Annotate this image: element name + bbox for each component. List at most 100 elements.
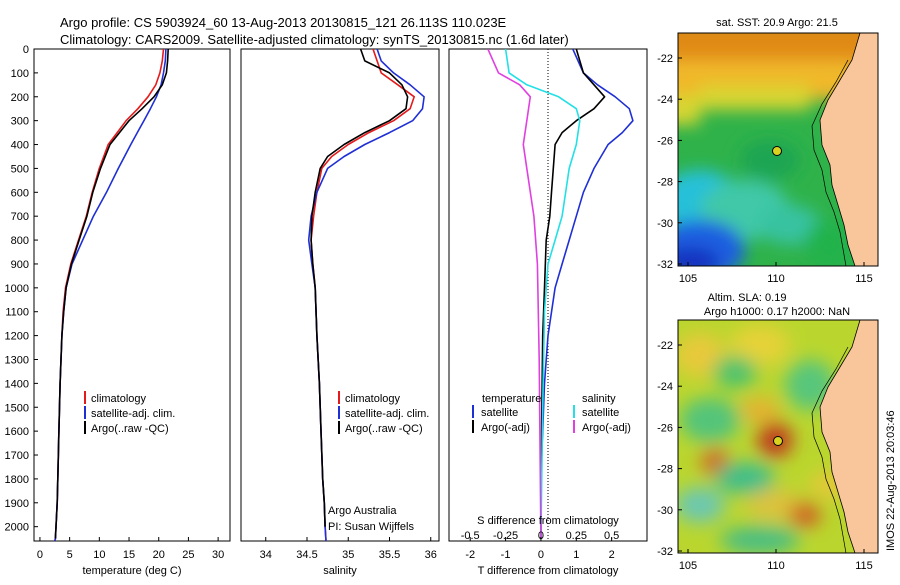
- sst-lat-ticks: -22 -24 -26 -28 -30 -32: [657, 53, 682, 271]
- depth-tick-label: 1000: [5, 283, 29, 295]
- legend-label-temp-satellite: satellite: [481, 407, 518, 419]
- lat-tick-label: -22: [657, 53, 673, 65]
- difference-panel: -2 -1 0 1 2 -0.5 -0.25 0 0.25 0.5 S difference fr…: [448, 48, 648, 577]
- s-tick-label: 0.5: [604, 530, 619, 542]
- legend-label-climatology: climatology: [345, 393, 401, 405]
- depth-tick-label: 400: [11, 140, 29, 152]
- temperature-series: [54, 49, 169, 541]
- lon-tick-label: 110: [767, 273, 785, 285]
- depth-tick-label: 1100: [5, 307, 29, 319]
- depth-tick-label: 1200: [5, 331, 29, 343]
- legend-label-satellite: satellite-adj. clim.: [345, 408, 429, 420]
- australia-coastline: [819, 320, 878, 553]
- sst-field: [678, 33, 878, 266]
- sla-lon-ticks: 105 110 115: [679, 549, 873, 572]
- lat-tick-label: -24: [657, 381, 673, 393]
- sla-map-frame: [677, 319, 879, 554]
- isobath-line: [811, 59, 849, 266]
- x-tick-label: 20: [153, 549, 165, 561]
- depth-tick-label: 1600: [5, 426, 29, 438]
- depth-tick-labels: 0 100 200 300 400 500 600 700 800 900 1000 1100 1200…: [5, 44, 38, 534]
- depth-tick-label: 1400: [5, 378, 29, 390]
- salinity-xlabel: salinity: [323, 565, 357, 577]
- lon-tick-label: 115: [855, 273, 873, 285]
- temperature-plot-frame: [33, 48, 231, 542]
- isobath-line: [811, 346, 849, 553]
- depth-tick-label: 200: [11, 92, 29, 104]
- legend-label-sal-satellite: satellite: [582, 407, 619, 419]
- temperature-tick-labels: 0 5 10 15 20 25 30: [37, 537, 224, 561]
- x-tick-label: -1: [501, 549, 511, 561]
- sla-map-title-2: Argo h1000: 0.17 h2000: NaN: [704, 306, 850, 318]
- legend-title-salinity: salinity: [582, 393, 616, 405]
- x-tick-label: 25: [182, 549, 194, 561]
- depth-tick-label: 800: [11, 235, 29, 247]
- sst-map-frame: [677, 32, 879, 267]
- depth-tick-label: 1900: [5, 498, 29, 510]
- temperature-legend: climatology satellite-adj. clim. Argo(..…: [84, 391, 175, 435]
- lat-tick-label: -30: [657, 505, 673, 517]
- sst-map-title: sat. SST: 20.9 Argo: 21.5: [716, 17, 838, 29]
- salinity-legend: climatology satellite-adj. clim. Argo(..…: [338, 391, 429, 435]
- legend-label-climatology: climatology: [91, 393, 147, 405]
- lat-tick-label: -26: [657, 422, 673, 434]
- series-line-argo-raw-qc-: [54, 49, 169, 539]
- argo-float-marker: [773, 436, 783, 446]
- s-tick-label: -0.25: [493, 530, 518, 542]
- imos-watermark: IMOS 22-Aug-2013 20:03:46: [885, 410, 897, 551]
- annotation-argo-australia: Argo Australia: [328, 505, 397, 517]
- lat-tick-label: -28: [657, 177, 673, 189]
- temperature-panel: 0100200300400500600700800900100011001200…: [5, 44, 231, 577]
- x-tick-label: 1: [573, 549, 579, 561]
- x-tick-label: -2: [465, 549, 475, 561]
- x-tick-label: 5: [67, 549, 73, 561]
- annotation-pi: PI: Susan Wijffels: [328, 521, 414, 533]
- legend-label-argo: Argo(..raw -QC): [345, 423, 423, 435]
- salinity-series: [307, 49, 425, 541]
- s-tick-label: -0.5: [461, 530, 480, 542]
- t-difference-xlabel: T difference from climatology: [478, 565, 619, 577]
- series-line-salinity-argo-adj-: [487, 49, 542, 539]
- lat-tick-label: -32: [657, 259, 673, 271]
- lat-tick-label: -22: [657, 340, 673, 352]
- x-tick-label: 0: [37, 549, 43, 561]
- sla-map: Altim. SLA: 0.19 Argo h1000: 0.17 h2000:…: [657, 292, 897, 572]
- legend-title-temperature: temperature: [482, 393, 541, 405]
- depth-tick-label: 0: [23, 44, 29, 56]
- x-tick-label: 35.5: [379, 549, 400, 561]
- depth-tick-label: 900: [11, 259, 29, 271]
- legend-label-satellite: satellite-adj. clim.: [91, 408, 175, 420]
- x-tick-label: 35: [342, 549, 354, 561]
- salinity-panel: 34 34.5 35 35.5 36 salinity climatology sate…: [240, 48, 440, 577]
- depth-tick-label: 500: [11, 163, 29, 175]
- lat-tick-label: -24: [657, 94, 673, 106]
- difference-series: [487, 49, 634, 539]
- depth-tick-label: 1300: [5, 354, 29, 366]
- legend-label-sal-argo: Argo(-adj): [582, 422, 631, 434]
- header-line2: Climatology: CARS2009. Satellite-adjuste…: [60, 32, 569, 47]
- series-line-argo-raw-qc-: [310, 49, 409, 527]
- legend-label-temp-argo: Argo(-adj): [481, 422, 530, 434]
- depth-tick-label: 2000: [5, 522, 29, 534]
- series-line-temperature-satellite: [540, 49, 634, 539]
- sla-map-title-1: Altim. SLA: 0.19: [708, 292, 787, 304]
- sla-lat-ticks: -22 -24 -26 -28 -30 -32: [657, 340, 682, 558]
- s-tick-label: 0.25: [566, 530, 587, 542]
- s-tick-label: 0: [538, 530, 544, 542]
- sla-field: [678, 320, 878, 553]
- lon-tick-label: 115: [855, 560, 873, 572]
- series-line-temperature-argo-adj-: [540, 49, 606, 539]
- salinity-tick-labels: 34 34.5 35 35.5 36: [260, 537, 437, 561]
- lon-tick-label: 110: [767, 560, 785, 572]
- legend-label-argo: Argo(..raw -QC): [91, 423, 169, 435]
- depth-tick-label: 700: [11, 211, 29, 223]
- lat-tick-label: -30: [657, 218, 673, 230]
- lat-tick-label: -26: [657, 135, 673, 147]
- depth-tick-label: 600: [11, 187, 29, 199]
- x-tick-label: 0: [538, 549, 544, 561]
- sst-lon-ticks: 105 110 115: [679, 262, 873, 285]
- depth-tick-label: 1700: [5, 450, 29, 462]
- x-tick-label: 34.5: [296, 549, 317, 561]
- depth-tick-label: 1800: [5, 474, 29, 486]
